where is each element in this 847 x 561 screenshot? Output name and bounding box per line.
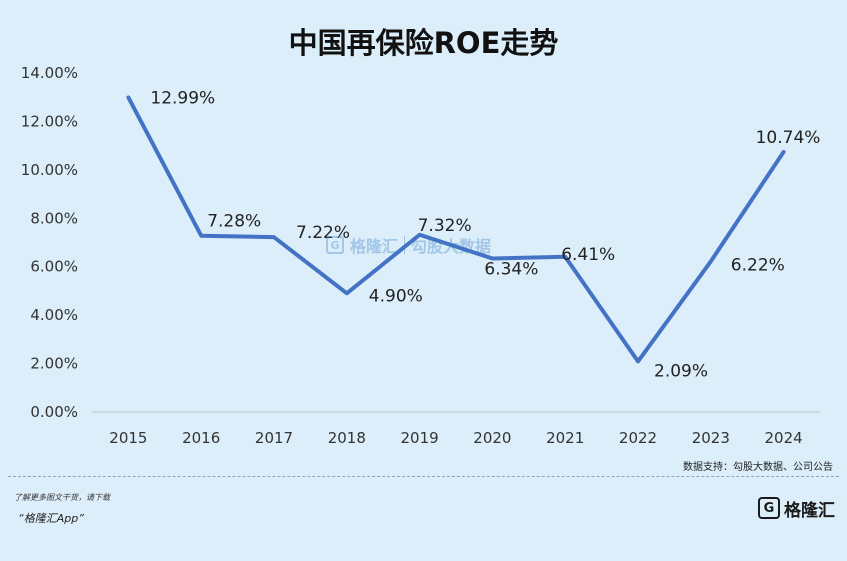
x-tick-label: 2016	[182, 429, 220, 447]
watermark-left-text: 格隆汇	[350, 237, 399, 256]
data-label: 7.28%	[207, 212, 261, 232]
x-tick-label: 2017	[255, 429, 293, 447]
y-tick-label: 14.00%	[21, 64, 78, 82]
x-tick-label: 2018	[328, 429, 366, 447]
data-source: 数据支持：勾股大数据、公司公告	[683, 462, 833, 473]
footer-divider	[8, 476, 839, 477]
data-label: 7.32%	[418, 216, 472, 236]
x-tick-label: 2022	[619, 429, 657, 447]
data-label: 4.90%	[369, 286, 423, 306]
chart-title: 中国再保险ROE走势	[288, 26, 559, 60]
x-tick-label: 2021	[546, 429, 584, 447]
brand-logo-icon: G	[758, 497, 780, 519]
watermark: G 格隆汇 勾股大数据	[326, 233, 491, 257]
series-line	[126, 95, 786, 364]
brand-logo: G 格隆汇	[758, 494, 835, 522]
watermark-logo-icon: G	[326, 236, 344, 254]
x-tick-label: 2020	[473, 429, 511, 447]
y-tick-label: 6.00%	[30, 258, 78, 276]
data-label: 7.22%	[296, 223, 350, 243]
y-tick-label: 10.00%	[21, 161, 78, 179]
brand-name: 格隆汇	[784, 500, 835, 521]
promo-line-2: “格隆汇App”	[18, 512, 84, 525]
y-tick-label: 8.00%	[30, 209, 78, 227]
x-tick-label: 2019	[401, 429, 439, 447]
watermark-right-text: 勾股大数据	[411, 237, 492, 256]
y-tick-label: 12.00%	[21, 112, 78, 130]
x-tick-label: 2024	[765, 429, 803, 447]
x-tick-label: 2023	[692, 429, 730, 447]
data-label: 2.09%	[654, 361, 708, 381]
data-label: 10.74%	[756, 128, 821, 148]
y-tick-label: 0.00%	[30, 403, 78, 421]
data-label: 6.34%	[484, 259, 538, 279]
promo-line-1: 了解更多图文干货，请下载	[14, 493, 110, 502]
data-label: 6.22%	[731, 255, 785, 275]
data-label: 6.41%	[561, 245, 615, 265]
x-tick-label: 2015	[109, 429, 147, 447]
y-tick-label: 4.00%	[30, 306, 78, 324]
watermark-divider	[404, 236, 406, 254]
y-tick-label: 2.00%	[30, 355, 78, 373]
data-label: 12.99%	[150, 88, 215, 108]
roe-line-chart: 0.00% 2.00% 4.00% 6.00% 8.00% 10.00% 12.00% 14.…	[21, 64, 821, 447]
